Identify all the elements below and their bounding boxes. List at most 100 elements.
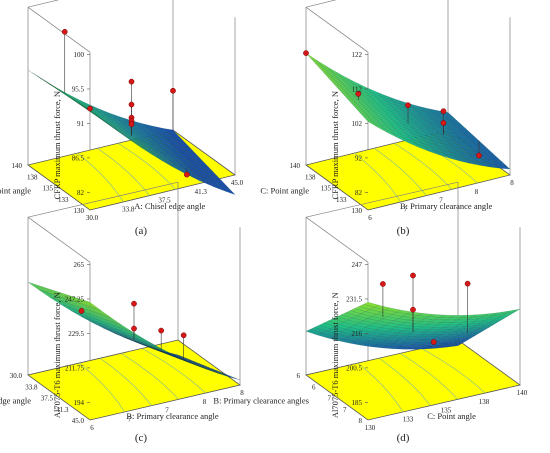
y-tick-label: 8 [359,417,363,425]
box-edge [305,6,369,53]
design-point [380,281,386,287]
y-tick-label: 138 [27,173,38,181]
response-surface [305,302,521,350]
design-point [87,105,93,112]
z-tick-label: 82 [77,189,85,197]
design-point [128,78,135,85]
z-tick-label: 122 [352,51,363,59]
surface-panel-c: 194211.75229.5247.252656778845.041.337.5… [0,181,244,444]
x-axis-label: C: Point angle [427,411,476,421]
design-point [131,325,137,332]
x-tick-label: 8 [510,179,514,187]
y-tick-label: 130 [74,207,85,215]
z-tick-label: 112 [352,85,363,93]
design-point [464,280,471,287]
y-tick-label: 138 [305,173,316,181]
design-point [128,101,135,108]
box-edge [27,216,91,263]
x-tick-label: 41.3 [195,188,208,196]
contour-line [378,357,431,406]
z-axis-label: CFRP maximum thrust force, N [330,91,340,200]
design-point [170,87,176,94]
design-point [61,28,68,35]
contour-line [99,357,152,406]
y-tick-label: 37.5 [41,395,54,403]
contour-line [373,147,427,196]
design-point [158,327,165,334]
surface-cell [167,352,183,357]
surface-panel-d: 185 200.5 216 231.5 247 130 133 135 138 140 8 7 7 6 6 C… [213,181,528,444]
contour-line [354,152,401,203]
z-axis-label: Al7075-T6 maximum thrust force, N [52,292,62,418]
y-tick-label: 140 [12,162,23,170]
panel-caption: (c) [135,432,148,444]
surface-panel-b: 82 92 102 112 122 6 7 7 8 8 130 133 135 138 140 B: Prim… [260,0,514,237]
x-axis-label: B: Primary clearance angle [400,201,493,211]
design-point [430,339,437,345]
x-tick-label: 8 [203,398,207,406]
x-tick-label: 8 [475,188,479,196]
y-axis-label: B: Primary clearance angles [213,396,309,406]
x-tick-label: 45.0 [231,179,244,187]
z-tick-label: 216 [352,330,363,338]
x-tick-label: 37.5 [158,197,171,205]
x-tick-label: 7 [439,197,443,205]
box-edge [305,181,459,218]
z-tick-label: 91 [77,120,85,128]
box-edge [305,216,369,263]
box-edge [305,0,337,8]
y-tick-label: 45.0 [72,417,85,425]
z-tick-label: 247 [352,261,363,269]
design-point [78,308,85,314]
z-tick-label: 231.5 [346,295,362,303]
contour-line [77,152,124,203]
response-surface [27,69,236,195]
z-tick-label: 200.5 [346,364,362,372]
x-tick-label: 7 [128,415,132,423]
design-point [440,120,447,126]
design-point [303,50,309,56]
design-point [183,171,190,178]
y-tick-label: 41.3 [56,406,69,414]
box-edge [27,181,179,218]
design-point [128,121,135,128]
z-tick-label: 194 [74,399,85,407]
design-point [440,108,447,115]
design-point [131,300,137,307]
y-tick-label: 133 [336,196,347,204]
z-tick-label: 95.5 [72,85,85,93]
box-edge [27,0,60,8]
y-tick-label: 133 [58,196,69,204]
y-tick-label: 6 [297,372,301,380]
x-tick-label: 133 [403,415,414,423]
design-point [476,152,482,159]
design-point [410,306,416,313]
surface-cell [310,57,326,70]
surface-panel-a: 82 86.5 91 95.5 100 30.0 33.8 37.5 41.3 45.0 130 13… [0,0,244,237]
contour-line [393,143,453,190]
x-axis-label: B: Primary clearance angle [126,411,219,421]
x-tick-label: 30.0 [86,214,99,222]
contour-line [357,362,404,413]
z-tick-label: 100 [74,51,85,59]
z-tick-label: 229.5 [68,330,84,338]
panel-caption: (a) [135,225,148,237]
contour-line [141,348,206,394]
y-tick-label: 33.8 [25,383,38,391]
design-point [355,91,362,97]
z-tick-label: 92 [355,154,363,162]
y-tick-label: 6 [312,383,316,391]
surface-cell [447,342,463,348]
x-tick-label: 8 [240,389,244,397]
z-axis-label: CFRP maximum thrust force, N [52,91,62,200]
y-axis-label: C: Point angle [0,186,31,196]
z-tick-label: 185 [352,399,363,407]
panel-caption: (d) [397,432,410,444]
x-tick-label: 140 [517,389,528,397]
panel-caption: (b) [397,225,410,237]
design-point [405,102,411,109]
design-point [410,272,416,279]
y-axis-label: A: Chisel edge angle [0,396,31,406]
y-tick-label: 7 [328,395,332,403]
